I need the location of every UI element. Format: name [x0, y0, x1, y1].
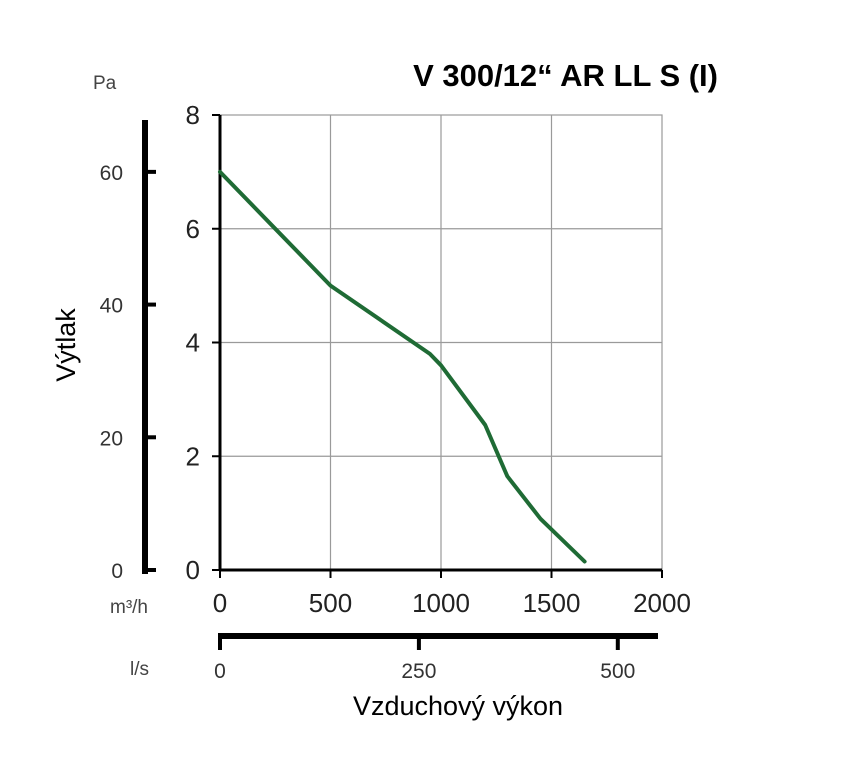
chart-title: V 300/12“ AR LL S (I)	[413, 58, 718, 93]
x-tick-label: 0	[213, 588, 227, 618]
fan-curve-series-line	[218, 169, 587, 564]
outer-y-tick-label: 60	[100, 162, 123, 185]
x-axis-title: Vzduchový výkon	[353, 691, 563, 721]
y-tick-label: 8	[186, 100, 200, 130]
x-tick-label: 1500	[523, 588, 581, 618]
axes-layer	[142, 114, 663, 639]
y-tick-label: 4	[186, 328, 200, 358]
x-secondary-unit-label: l/s	[130, 659, 149, 680]
outer-y-tick-label: 0	[111, 560, 123, 583]
y-tick-label: 2	[186, 441, 200, 471]
grid-layer	[220, 115, 662, 570]
y-tick-label: 0	[186, 555, 200, 585]
outer-y-tick-label: 40	[100, 295, 123, 318]
outer-y-tick-label: 20	[100, 427, 123, 450]
x-tick-label: 2000	[633, 588, 691, 618]
secondary-x-tick-label: 500	[600, 660, 635, 683]
x-tick-label: 1000	[412, 588, 470, 618]
series-layer	[218, 169, 587, 564]
outer-y-unit-label: Pa	[93, 73, 117, 94]
secondary-x-tick-label: 250	[401, 660, 436, 683]
y-axis-title: Výtlak	[51, 308, 81, 382]
x-tick-label: 500	[309, 588, 352, 618]
x-primary-unit-label: m³/h	[110, 597, 148, 618]
ticks-layer: 0 500 1000 1500 2000 0 2 4 6 8 0 20 40 60 0 250 500	[100, 100, 691, 683]
secondary-x-tick-label: 0	[214, 660, 226, 683]
y-tick-label: 6	[186, 214, 200, 244]
